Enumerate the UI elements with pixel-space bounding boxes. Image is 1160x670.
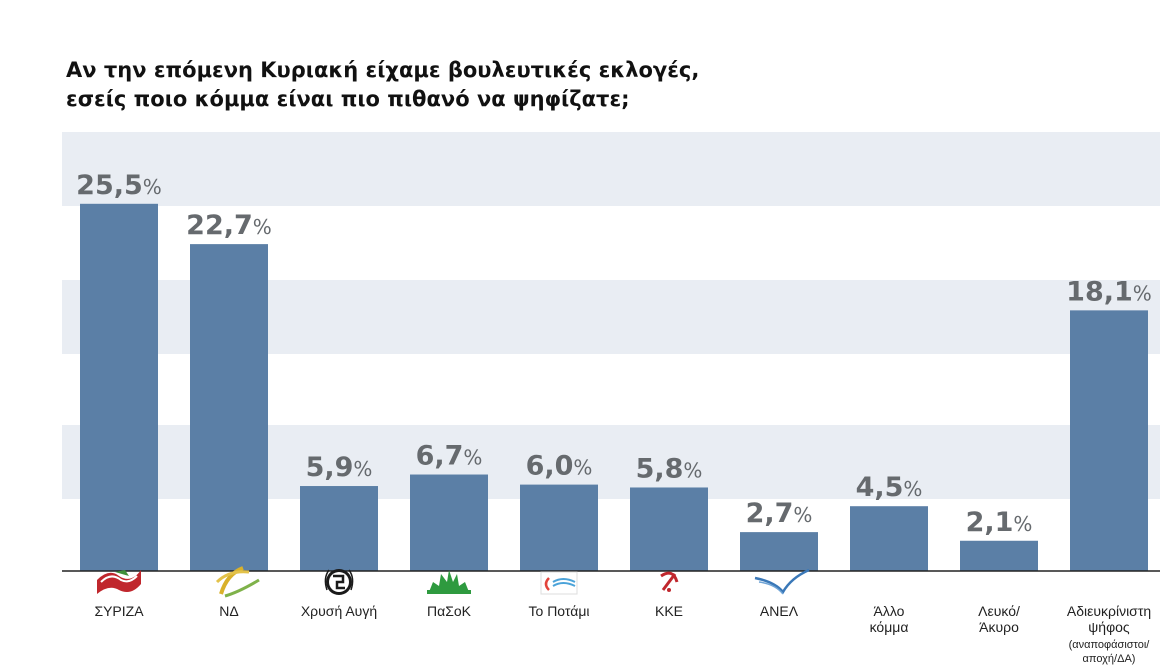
category-label-7-line-1: ΑΝΕΛ <box>760 603 799 619</box>
bar-1 <box>80 203 158 572</box>
bar-7 <box>740 532 818 571</box>
value-label-3: 5,9% <box>306 452 373 483</box>
pasok-logo <box>427 570 471 594</box>
value-labels: 25,5% 22,7% 5,9% 6,7% 6,0% 5,8% 2,7% 4,5% 2,1% 18… <box>76 170 1152 538</box>
value-label-7: 2,7% <box>746 498 813 529</box>
value-label-5: 6,0% <box>526 451 593 482</box>
value-label-6: 5,8% <box>636 453 703 484</box>
grid-band <box>62 132 1160 206</box>
bar-4 <box>410 474 488 571</box>
golden-dawn-logo <box>324 569 354 595</box>
chart-title-line-1: Αν την επόμενη Κυριακή είχαμε βουλευτικέ… <box>66 58 700 82</box>
category-label-5-line-1: Το Ποτάμι <box>529 603 590 619</box>
category-labels: ΣΥΡΙΖΑ ΝΔ Χρυσή Αυγή ΠαΣοΚ Το Ποτάμι ΚΚΕ ΑΝΕΛ Ά… <box>94 603 1151 665</box>
bar-10 <box>1070 310 1148 571</box>
chart-title-line-2: εσείς ποιο κόμμα είναι πιο πιθανό να ψηφ… <box>66 87 630 111</box>
category-label-10-line-2: ψήφος <box>1088 619 1130 635</box>
category-label-2-line-1: ΝΔ <box>219 603 238 619</box>
category-label-9-line-1: Λευκό/ <box>978 603 1020 619</box>
bar-2 <box>190 244 268 571</box>
bar-6 <box>630 487 708 571</box>
category-label-8-line-1: Άλλο <box>874 603 905 619</box>
category-label-3-line-1: Χρυσή Αυγή <box>301 603 377 619</box>
value-label-9: 2,1% <box>966 507 1033 538</box>
bar-3 <box>300 486 378 571</box>
value-label-2: 22,7% <box>186 210 272 241</box>
potami-logo <box>540 571 578 595</box>
bars <box>80 203 1148 572</box>
value-label-8: 4,5% <box>856 472 923 503</box>
kke-logo <box>660 571 679 592</box>
category-label-1-line-1: ΣΥΡΙΖΑ <box>94 603 144 619</box>
category-label-10-line-4: αποχή/ΔΑ) <box>1083 653 1136 665</box>
value-label-1: 25,5% <box>76 170 162 201</box>
anel-logo <box>754 568 810 595</box>
nd-logo <box>215 566 260 598</box>
category-label-9-line-2: Άκυρο <box>979 619 1019 635</box>
value-label-4: 6,7% <box>416 441 483 472</box>
value-label-10: 18,1% <box>1066 276 1152 307</box>
bar-5 <box>520 484 598 571</box>
category-label-4-line-1: ΠαΣοΚ <box>427 603 472 619</box>
party-logos <box>97 566 810 598</box>
category-label-6-line-1: ΚΚΕ <box>655 603 683 619</box>
bar-8 <box>850 506 928 571</box>
syriza-logo <box>97 570 141 594</box>
category-label-10-line-1: Αδιευκρίνιστη <box>1067 603 1151 619</box>
chart-title: Αν την επόμενη Κυριακή είχαμε βουλευτικέ… <box>66 56 966 114</box>
bar-9 <box>960 540 1038 571</box>
category-label-8-line-2: κόμμα <box>870 619 909 635</box>
category-label-10-line-3: (αναποφάσιστοι/ <box>1069 639 1151 651</box>
